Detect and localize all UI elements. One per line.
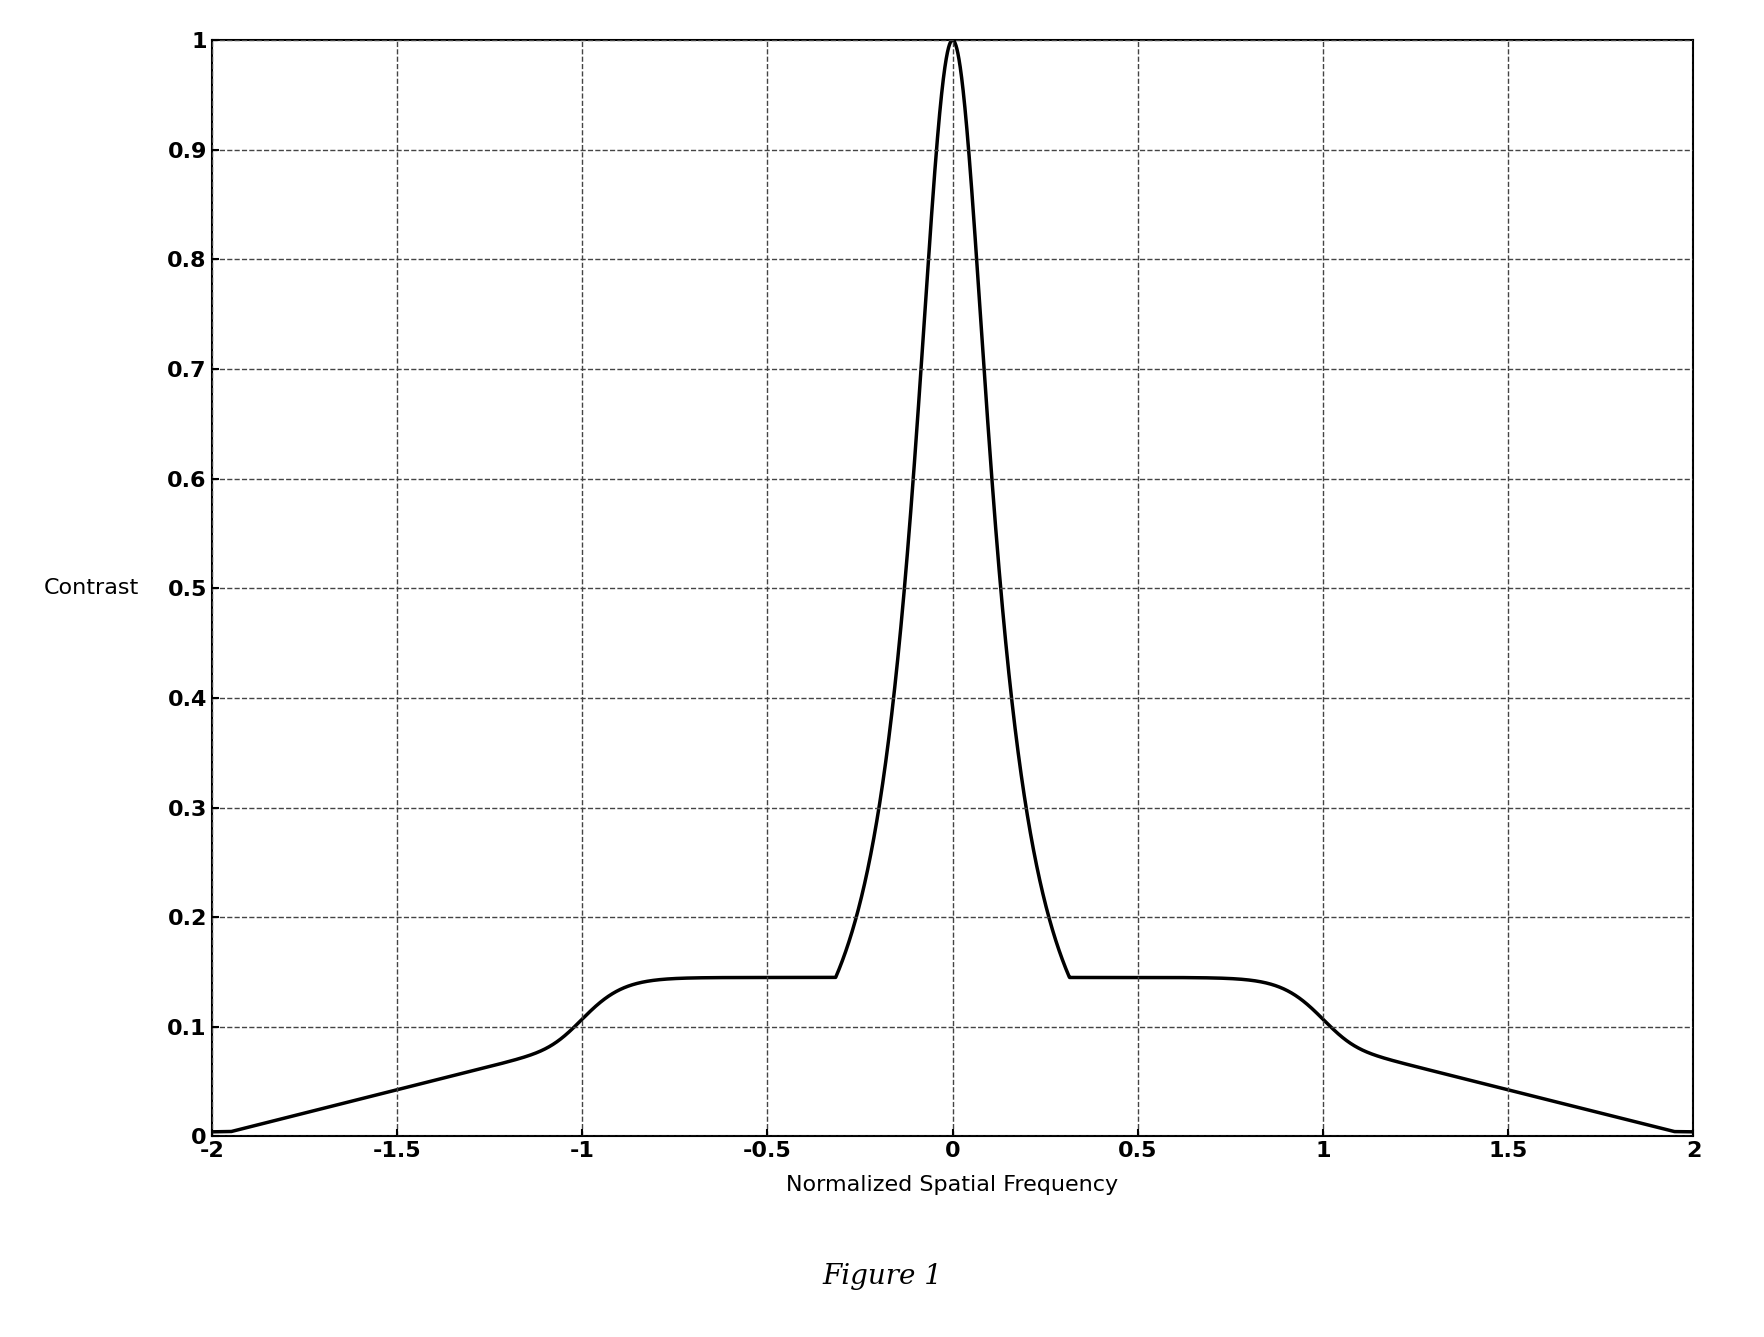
Y-axis label: Contrast: Contrast xyxy=(44,579,139,598)
Text: Figure 1: Figure 1 xyxy=(822,1262,942,1289)
X-axis label: Normalized Spatial Frequency: Normalized Spatial Frequency xyxy=(787,1175,1118,1195)
